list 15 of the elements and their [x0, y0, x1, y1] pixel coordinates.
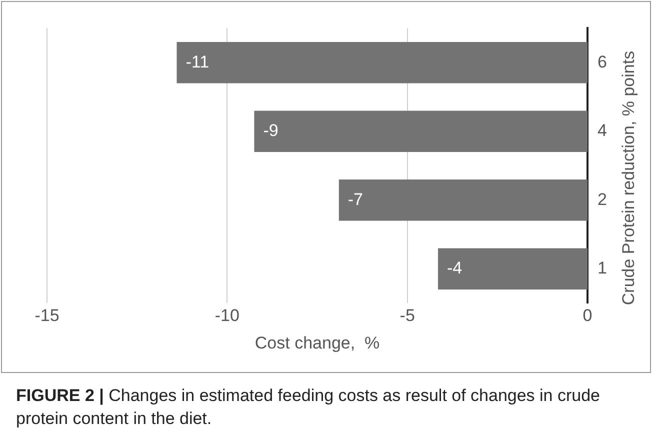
data-label: -7 — [348, 190, 364, 209]
x-tick-label: 0 — [582, 306, 592, 326]
y-tick-label: 6 — [598, 52, 608, 72]
x-tick-label: -15 — [34, 306, 60, 326]
data-label: -9 — [263, 121, 278, 140]
y-tick-label: 1 — [598, 258, 608, 278]
x-tick-label: -5 — [400, 306, 415, 326]
x-tick-label: -10 — [214, 306, 240, 326]
x-axis-title: Cost change, % — [254, 333, 380, 352]
data-label: -11 — [186, 52, 210, 72]
y-tick-label: 2 — [598, 190, 608, 209]
data-label: -4 — [446, 258, 462, 278]
y-tick-label: 4 — [598, 121, 608, 140]
caption: FIGURE 2 | Changes in estimated feeding costs as result of changes in crude protein content in the diet. — [16, 386, 600, 428]
y-axis-title: Crude Protein reduction, % points — [619, 50, 639, 306]
